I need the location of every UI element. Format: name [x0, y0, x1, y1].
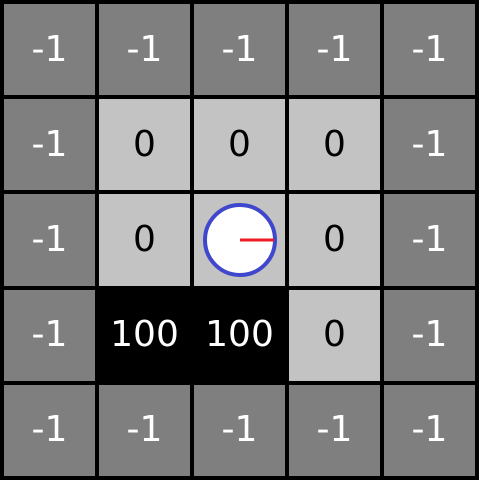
grid-cell-wall-r0-c0: -1 [4, 4, 95, 96]
cell-value: -1 [411, 409, 448, 451]
cell-value: -1 [31, 409, 68, 451]
grid-cell-wall-r4-c1: -1 [99, 384, 190, 476]
grid-cell-wall-r0-c1: -1 [99, 4, 190, 96]
grid-cell-wall-r1-c4: -1 [384, 99, 475, 191]
cell-value: -1 [126, 409, 163, 451]
cell-value: 0 [133, 218, 156, 260]
cell-value: 0 [133, 123, 156, 165]
grid-cell-wall-r4-c4: -1 [384, 384, 475, 476]
cell-value: -1 [31, 123, 68, 165]
cell-value: -1 [316, 409, 353, 451]
cell-value: 100 [110, 314, 179, 356]
cell-value: -1 [316, 28, 353, 70]
cell-value: -1 [31, 218, 68, 260]
grid-cell-goal-r3-c2: 100 [194, 289, 285, 381]
grid-cell-agent-r2-c2 [194, 194, 285, 286]
grid-cell-wall-r2-c4: -1 [384, 194, 475, 286]
grid-cell-open-r2-c3: 0 [289, 194, 380, 286]
grid-cell-wall-r4-c2: -1 [194, 384, 285, 476]
grid-cell-wall-r1-c0: -1 [4, 99, 95, 191]
cell-value: -1 [411, 123, 448, 165]
cell-value: 0 [323, 314, 346, 356]
cell-value: -1 [411, 218, 448, 260]
cell-value: -1 [221, 28, 258, 70]
grid-cell-open-r3-c3: 0 [289, 289, 380, 381]
grid-cell-open-r2-c1: 0 [99, 194, 190, 286]
grid-cell-wall-r0-c2: -1 [194, 4, 285, 96]
cell-value: -1 [126, 28, 163, 70]
grid-cell-open-r1-c3: 0 [289, 99, 380, 191]
agent-marker-icon [202, 202, 277, 277]
cell-value: -1 [31, 314, 68, 356]
cell-value: -1 [31, 28, 68, 70]
grid-cell-wall-r2-c0: -1 [4, 194, 95, 286]
grid-cell-wall-r0-c3: -1 [289, 4, 380, 96]
grid-cell-wall-r3-c0: -1 [4, 289, 95, 381]
cell-value: -1 [411, 28, 448, 70]
cell-value: 0 [228, 123, 251, 165]
grid-cell-wall-r4-c0: -1 [4, 384, 95, 476]
cell-value: 0 [323, 123, 346, 165]
cell-value: -1 [221, 409, 258, 451]
grid-cell-wall-r0-c4: -1 [384, 4, 475, 96]
cell-value: 0 [323, 218, 346, 260]
grid-cell-wall-r4-c3: -1 [289, 384, 380, 476]
grid-cell-open-r1-c1: 0 [99, 99, 190, 191]
cell-value: 100 [205, 314, 274, 356]
grid-cell-wall-r3-c4: -1 [384, 289, 475, 381]
cell-value: -1 [411, 314, 448, 356]
grid-cell-open-r1-c2: 0 [194, 99, 285, 191]
grid-cell-goal-r3-c1: 100 [99, 289, 190, 381]
